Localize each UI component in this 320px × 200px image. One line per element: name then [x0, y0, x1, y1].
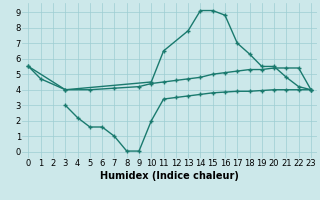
X-axis label: Humidex (Indice chaleur): Humidex (Indice chaleur) — [100, 171, 239, 181]
